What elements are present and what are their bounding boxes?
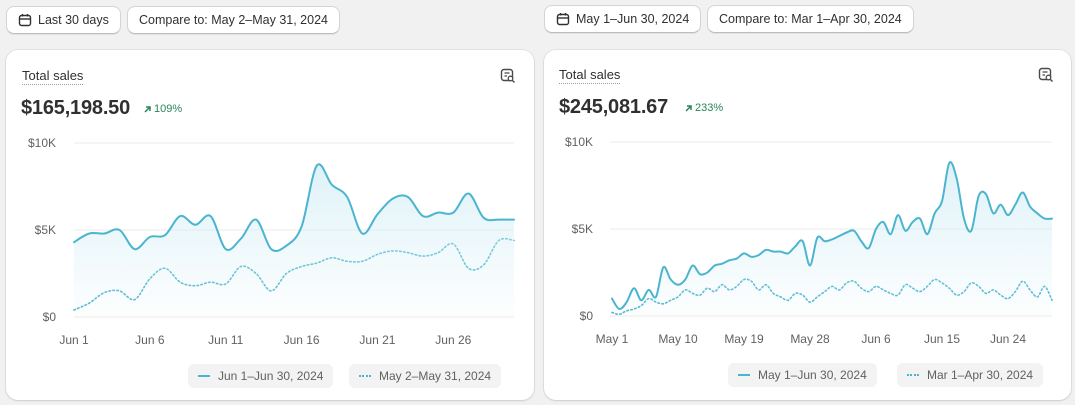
legend-dotted-swatch — [359, 375, 371, 377]
change-value: 233% — [695, 102, 724, 114]
legend-label: May 2–May 31, 2024 — [379, 369, 492, 383]
card-title[interactable]: Total sales — [559, 67, 621, 84]
x-tick-label: May 10 — [658, 332, 698, 346]
change-badge: 109% — [143, 103, 182, 115]
arrow-up-right-icon — [685, 104, 692, 112]
x-tick-label: May 19 — [724, 332, 764, 346]
series-line-current — [611, 161, 1053, 311]
legend-label: Mar 1–Apr 30, 2024 — [927, 368, 1034, 382]
legend-solid-swatch — [198, 375, 210, 377]
change-badge: 233% — [684, 102, 723, 114]
legend-comparison-period[interactable]: Mar 1–Apr 30, 2024 — [897, 363, 1044, 387]
legend-solid-swatch — [738, 374, 750, 376]
y-tick-label: $10K — [28, 136, 56, 150]
y-tick-label: $10K — [565, 135, 593, 149]
total-sales-value: $165,198.50 — [21, 97, 131, 119]
calendar-icon — [18, 13, 32, 27]
total-sales-value: $245,081.67 — [559, 96, 669, 118]
arrow-up-right-icon — [144, 105, 151, 113]
y-tick-label: $5K — [572, 222, 593, 236]
date-range-button[interactable]: May 1–Jun 30, 2024 — [544, 5, 702, 33]
legend-label: Jun 1–Jun 30, 2024 — [218, 369, 324, 383]
legend-dotted-swatch — [907, 374, 919, 376]
date-range-label: May 1–Jun 30, 2024 — [576, 12, 690, 26]
y-tick-label: $5K — [35, 223, 56, 237]
legend-comparison-period[interactable]: May 2–May 31, 2024 — [349, 364, 502, 388]
x-tick-label: Jun 21 — [359, 333, 395, 347]
series-line-current — [73, 163, 515, 252]
x-tick-label: Jun 15 — [924, 332, 960, 346]
legend-label: May 1–Jun 30, 2024 — [758, 368, 867, 382]
legend-current-period[interactable]: Jun 1–Jun 30, 2024 — [188, 364, 334, 388]
chart-explore-icon[interactable] — [500, 68, 516, 84]
compare-button[interactable]: Compare to: Mar 1–Apr 30, 2024 — [707, 5, 914, 33]
total-sales-card: Total sales $165,198.50 109% $10K $5K $0 Ju… — [6, 50, 534, 400]
calendar-icon — [556, 12, 570, 26]
x-tick-label: Jun 6 — [135, 333, 165, 347]
x-tick-label: Jun 16 — [284, 333, 320, 347]
x-tick-label: May 1 — [596, 332, 629, 346]
chart-explore-icon[interactable] — [1038, 67, 1054, 83]
compare-label: Compare to: Mar 1–Apr 30, 2024 — [719, 12, 902, 26]
compare-label: Compare to: May 2–May 31, 2024 — [139, 13, 328, 27]
legend-current-period[interactable]: May 1–Jun 30, 2024 — [728, 363, 877, 387]
x-tick-label: Jun 26 — [435, 333, 471, 347]
x-tick-label: Jun 6 — [861, 332, 891, 346]
x-tick-label: Jun 1 — [59, 333, 89, 347]
x-tick-label: May 28 — [790, 332, 830, 346]
compare-button[interactable]: Compare to: May 2–May 31, 2024 — [127, 6, 340, 34]
x-tick-label: Jun 11 — [208, 333, 243, 347]
change-value: 109% — [154, 103, 183, 115]
x-tick-label: Jun 24 — [990, 332, 1026, 346]
y-tick-label: $0 — [580, 309, 594, 323]
date-range-label: Last 30 days — [38, 13, 109, 27]
card-title[interactable]: Total sales — [22, 68, 84, 85]
date-range-button[interactable]: Last 30 days — [6, 6, 121, 34]
y-tick-label: $0 — [43, 310, 57, 324]
total-sales-card: Total sales $245,081.67 233% $10K $5K $0 Ma… — [544, 50, 1071, 400]
series-area-fill — [612, 162, 1052, 316]
